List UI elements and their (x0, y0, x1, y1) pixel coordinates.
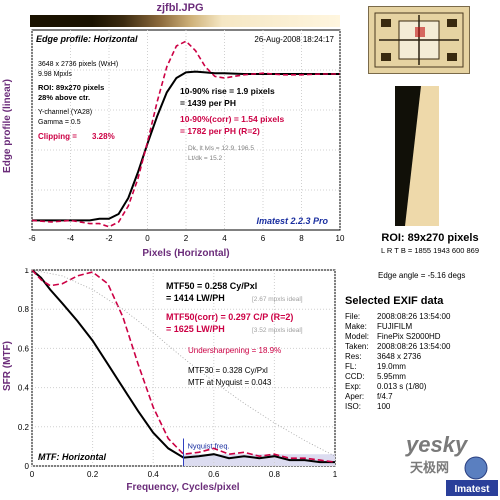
edge-roi-1: ROI: 89x270 pixels (38, 83, 104, 92)
edge-series (31, 40, 340, 228)
nyquist-region (183, 454, 335, 466)
mtf-xtick: 0 (30, 470, 35, 479)
edge-rise: 10-90% rise = 1.9 pixels (180, 86, 275, 96)
mtf-ytick: 1 (25, 268, 30, 275)
mtf50-corr-ideal: [3.52 mpxls ideal] (252, 327, 303, 334)
imatest-brand-box (446, 480, 498, 496)
mtf-ytick: 0 (25, 462, 30, 471)
edge-ylabel: Edge profile (linear) (2, 79, 13, 173)
edge-corr-ph: = 1782 per PH (R=2) (180, 126, 260, 136)
mtf-xtick: 0.8 (269, 470, 281, 479)
edge-roi-2: 28% above ctr. (38, 93, 90, 102)
mtf-series-line (31, 269, 335, 464)
edge-xtick: 10 (336, 234, 345, 243)
mtf-xtick-labels: 0 0.2 0.4 0.6 0.8 1 (30, 470, 338, 479)
edge-angle: Edge angle = -5.16 degs (378, 271, 466, 280)
edge-xtick: 2 (184, 234, 189, 243)
mtf-xtick: 0.2 (87, 470, 99, 479)
exif-row: ISO: 100 (345, 402, 391, 411)
mtf-nyquist: MTF at Nyquist = 0.043 (188, 378, 272, 387)
mtf-series (31, 269, 336, 464)
undersharpening: Undersharpening = 18.9% (188, 346, 281, 355)
edge-profile-chart: Edge profile (linear) -6 -4 -2 0 2 4 6 8 10 Pixe… (2, 29, 345, 259)
edge-series-line (31, 40, 340, 228)
exif-row: Exp: 0.013 s (1/80) (345, 382, 427, 391)
roi-coords: L R T B = 1855 1943 600 869 (380, 246, 480, 255)
edge-dk: Dk, lt lvls = 12.9, 196.5 (188, 145, 254, 152)
imatest-brand: Imatest (454, 484, 490, 495)
mtf-panel-title: MTF: Horizontal (38, 452, 106, 462)
imatest-logo-icon (464, 456, 488, 480)
edge-xtick-labels: -6 -4 -2 0 2 4 6 8 10 (28, 234, 345, 243)
mtf-xtick: 1 (333, 470, 338, 479)
edge-panel-title: Edge profile: Horizontal (36, 34, 138, 44)
exif-title: Selected EXIF data (345, 295, 444, 307)
mtf-ytick: 0.6 (18, 344, 30, 353)
edge-rise-ph: = 1439 per PH (180, 98, 236, 108)
edge-xtick: -6 (28, 234, 36, 243)
edge-channel-2: Gamma = 0.5 (38, 119, 81, 126)
edge-xtick: 6 (261, 234, 266, 243)
exif-row: Model: FinePix S2000HD (345, 332, 441, 341)
edge-timestamp: 26-Aug-2008 18:24:17 (254, 35, 334, 44)
watermark-sub: 天极网 (410, 460, 449, 475)
mtf-xtick: 0.4 (148, 470, 160, 479)
edge-clipping-value: 3.28% (92, 132, 115, 141)
edge-xtick: 8 (299, 234, 304, 243)
edge-corr: 10-90%(corr) = 1.54 pixels (180, 114, 284, 124)
exif-row: CCD: 5.95mm (345, 372, 406, 381)
mtf50: MTF50 = 0.258 Cy/Pxl (166, 281, 257, 291)
mtf-chart: SFR (MTF) 00.20.40.60.81 0 0.2 0.4 0.6 0.8 1 … (2, 268, 338, 493)
exif-row: Taken: 2008:08:26 13:54:00 (345, 342, 451, 351)
edge-grid (31, 30, 341, 230)
exif-row: FL: 19.0mm (345, 362, 406, 371)
mtf-grid (31, 269, 336, 467)
edge-gradient-strip (30, 15, 340, 27)
exif-row: Make: FUJIFILM (345, 322, 413, 331)
edge-clipping-label: Clipping = (38, 132, 77, 141)
edge-xlabel: Pixels (Horizontal) (142, 248, 229, 259)
edge-info-1: 3648 x 2736 pixels (WxH) (38, 61, 118, 68)
edge-xtick: -2 (105, 234, 113, 243)
edge-xtick: 0 (145, 234, 150, 243)
nyquist-label: Nyquist freq. (188, 441, 230, 450)
exif-row: File: 2008:08:26 13:54:00 (345, 312, 451, 321)
edge-series-line (32, 70, 340, 222)
exif-row: Res: 3648 x 2736 (345, 352, 422, 361)
mtf-xtick: 0.6 (208, 470, 220, 479)
mtf50-lw: = 1414 LW/PH (166, 293, 225, 303)
roi-caption: ROI: 89x270 pixels (381, 232, 479, 244)
imatest-version: Imatest 2.2.3 Pro (256, 216, 328, 226)
mtf50-corr-lw: = 1625 LW/PH (166, 324, 225, 334)
image-filename: zjfbl.JPG (156, 2, 204, 14)
mtf-ylabel: SFR (MTF) (2, 341, 13, 391)
mtf-ytick: 0.2 (18, 423, 30, 432)
mtf-xlabel: Frequency, Cycles/pixel (126, 482, 239, 493)
edge-xtick: -4 (67, 234, 75, 243)
test-chart-thumbnail (368, 6, 470, 74)
edge-ltdk: Lt/dk = 15.2 (188, 155, 223, 162)
roi-edge-image (395, 86, 439, 226)
mtf-plot-area (31, 269, 336, 467)
mtf-ytick-labels: 0 0.2 0.4 0.6 0.8 1 (18, 268, 30, 471)
edge-info-2: 9.98 Mpxls (38, 71, 72, 78)
mtf-ytick: 0.4 (18, 384, 30, 393)
watermark-text: yesky (405, 432, 469, 457)
edge-channel-1: Y-channel (YA28) (38, 109, 92, 116)
mtf50-corr: MTF50(corr) = 0.297 C/P (R=2) (166, 312, 293, 322)
mtf50-ideal: [2.67 mpxls ideal] (252, 296, 303, 303)
yesky-watermark: yesky 天极网 Imatest (405, 432, 498, 496)
exif-row: Aper: f/4.7 (345, 392, 393, 401)
edge-xtick: 4 (222, 234, 227, 243)
mtf-ytick: 0.8 (18, 305, 30, 314)
mtf30: MTF30 = 0.328 Cy/Pxl (188, 366, 268, 375)
mtf-series-line (31, 269, 336, 463)
